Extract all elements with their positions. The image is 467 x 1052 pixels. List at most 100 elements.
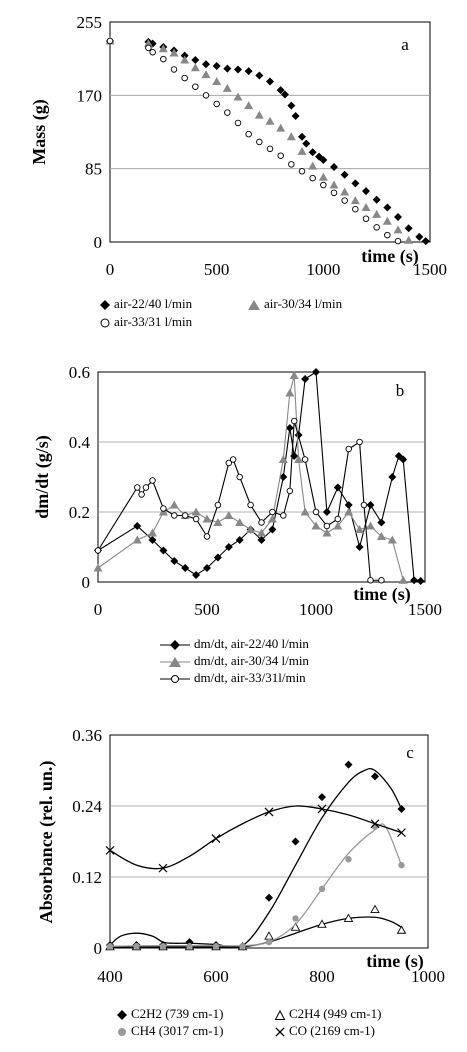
data-point [186,943,193,950]
trend-line [110,916,402,948]
data-point [330,189,338,197]
plot-frame [109,21,431,243]
diamond-filled-icon [117,1010,127,1021]
data-point [330,162,338,171]
y-tick-label: 0.2 [69,503,90,522]
data-point [132,535,142,544]
data-point [334,515,342,523]
data-point [377,518,386,527]
data-point [191,507,201,516]
data-point [159,546,168,555]
data-point [233,92,243,101]
data-point [279,473,288,481]
series-3 [94,417,385,584]
data-point [229,456,237,463]
x-tick-label: 600 [203,967,229,986]
data-point [366,501,375,509]
trend-line [109,768,403,949]
data-point [294,455,304,463]
data-point [180,55,190,64]
data-point [212,77,222,86]
data-point [288,161,295,168]
data-point [360,501,368,509]
data-point [169,48,179,57]
data-point [181,74,188,82]
data-point [224,511,234,519]
data-point [244,67,253,76]
data-point [224,543,233,551]
data-point [291,837,300,846]
panel-label: c [406,743,414,762]
data-point [394,212,402,221]
data-point [372,209,382,218]
series-1 [106,36,430,246]
series-1 [106,760,406,951]
data-point [355,525,365,533]
legend-b-item-3: dm/dt, air-33/31l/min [160,670,306,686]
data-point [212,943,220,950]
data-point [290,417,298,425]
legend-b-label-3: dm/dt, air-33/31l/min [194,670,306,685]
data-point [269,508,276,516]
data-point [344,501,353,509]
data-point [264,807,274,817]
data-point [222,83,232,92]
data-point [340,170,349,179]
data-point [319,156,328,165]
data-point [148,528,157,537]
data-point [159,943,167,950]
data-point [318,172,328,181]
series-2 [105,904,407,951]
x-tick-label: 1000 [411,967,445,986]
series-2 [93,371,408,584]
data-point [133,522,142,530]
triangle-open-icon [274,1009,286,1021]
circle-filled-icon [118,1028,126,1037]
data-point [181,512,189,519]
x-axis-label: time (s) [353,584,410,605]
data-point [257,528,266,537]
data-point [352,205,359,213]
legend-c-label-4: CO (2169 cm-1) [289,1023,375,1038]
data-point [292,915,299,922]
x-tick-label: 1500 [408,600,442,619]
data-point [245,130,252,138]
data-point [192,83,199,90]
y-tick-label: 85 [85,160,102,179]
data-point [202,60,210,69]
data-point [264,931,274,940]
data-point [244,101,254,110]
series-2 [105,36,414,244]
data-point [276,86,285,95]
data-point [398,575,408,584]
data-point [266,145,274,153]
data-point [410,576,419,585]
data-point [333,521,343,530]
data-point [143,39,153,48]
data-point [311,521,321,530]
data-point [396,925,407,934]
data-point [370,819,380,829]
legend-b-label-2: dm/dt, air-30/34 l/min [194,653,309,668]
data-point [285,388,295,397]
data-point [371,772,379,781]
panel-label: a [401,35,409,54]
x-tick-label: 0 [94,600,103,619]
series-3 [106,823,405,950]
data-point [289,371,299,379]
data-point [387,535,397,544]
plot-frame [109,734,429,949]
circle-open-icon [100,318,110,328]
y-tick-label: 170 [77,86,103,105]
y-tick-label: 0 [94,939,103,958]
data-point [239,943,246,950]
data-point [211,834,221,843]
x-tick-label: 1000 [306,260,340,279]
data-point [160,55,167,63]
data-point [192,515,200,523]
legend-c-item-3: CH4 (3017 cm-1) [117,1023,223,1039]
legend-b-item-1: dm/dt, air-22/40 l/min [160,636,309,652]
data-point [367,576,374,584]
